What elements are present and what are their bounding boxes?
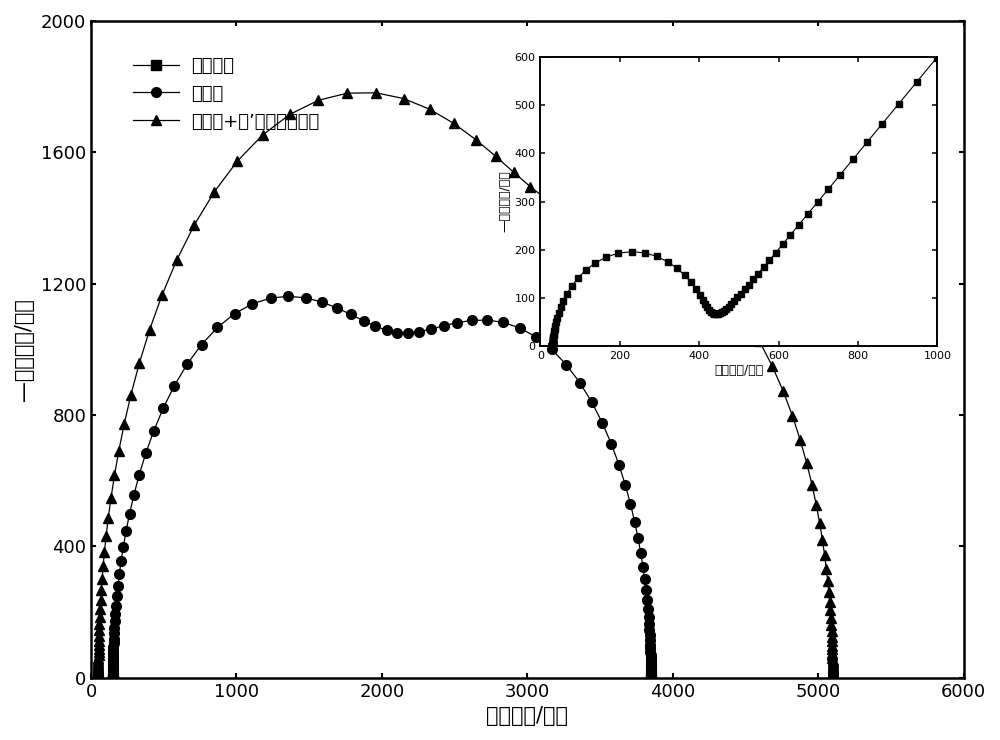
Y-axis label: —阻抗虚部/欧姆: —阻抗虚部/欧姆: [14, 298, 34, 401]
X-axis label: 阻抗实部/欧姆: 阻抗实部/欧姆: [486, 706, 568, 726]
Legend: 无纳米孔, 纳米孔, 纳米孔+人’气味结合蛋白: 无纳米孔, 纳米孔, 纳米孔+人’气味结合蛋白: [126, 50, 327, 138]
